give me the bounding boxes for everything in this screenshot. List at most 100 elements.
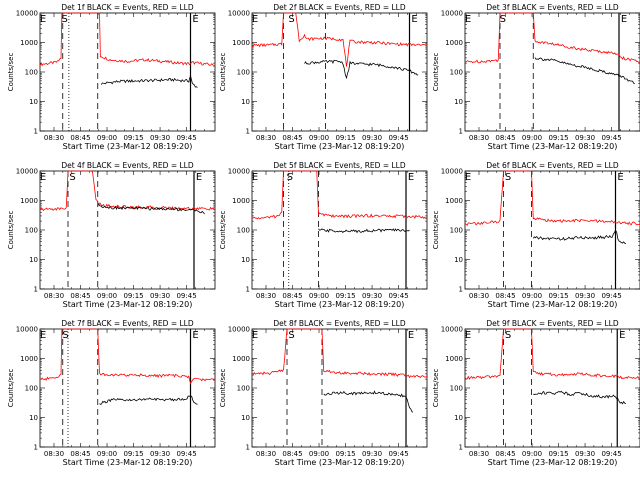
lld-series-line [464,170,640,227]
x-tick-label: 08:45 [282,292,302,300]
lld-series-line [39,170,216,212]
y-tick-label: 10 [29,98,38,106]
panel-title: Det 9f BLACK = Events, RED = LLD [486,319,619,328]
x-tick-label: 09:45 [388,134,408,142]
y-tick-label: 10000 [16,168,38,176]
x-axis-label: Start Time (23-Mar-12 08:19:20) [275,458,405,467]
lld-series-line [251,12,428,67]
y-tick-label: 10000 [228,10,250,18]
y-tick-label: 10000 [441,10,463,18]
panel-det-3: Det 3f BLACK = Events, RED = LLD 1 10 100 10… [432,3,640,151]
y-tick-label: 10000 [228,168,250,176]
x-tick-label: 09:15 [335,292,355,300]
x-tick-label: 09:15 [123,134,143,142]
end-marker-label: E [192,330,198,341]
x-tick-label: 09:45 [176,450,196,458]
panel-title: Det 4f BLACK = Events, RED = LLD [61,161,194,170]
y-tick-label: 1 [34,444,38,452]
events-series-line [100,74,198,88]
edge-marker-label: E [465,330,471,341]
y-tick-label: 100 [450,385,463,393]
y-tick-label: 100 [25,227,38,235]
x-tick-label: 08:30 [469,134,489,142]
panel-det-7: Det 7f BLACK = Events, RED = LLD 1 10 100 10… [7,319,216,467]
edge-marker-label: E [40,172,46,183]
x-tick-label: 09:00 [522,450,542,458]
lld-series-line [251,170,428,220]
y-tick-label: 1000 [232,197,250,205]
end-marker-label: E [196,172,202,183]
y-axis-label: Counts/sec [432,369,440,408]
start-marker-label: S [288,330,294,341]
y-tick-label: 1 [34,128,38,136]
y-axis-label: Counts/sec [219,369,227,408]
y-tick-label: 1000 [20,197,38,205]
panel-title: Det 6f BLACK = Events, RED = LLD [486,161,619,170]
x-tick-label: 09:00 [97,134,117,142]
x-tick-label: 09:45 [388,292,408,300]
x-tick-label: 09:30 [362,450,382,458]
lld-series-line [39,328,216,385]
x-tick-label: 08:45 [495,450,515,458]
y-tick-label: 1 [459,444,463,452]
plot-frame [464,328,640,448]
x-tick-label: 09:00 [309,292,329,300]
y-tick-label: 1000 [20,355,38,363]
x-tick-label: 08:30 [44,292,64,300]
x-tick-label: 09:15 [335,450,355,458]
y-tick-label: 10 [454,414,463,422]
y-tick-label: 100 [237,227,250,235]
events-series-line [533,390,627,405]
y-tick-label: 10 [454,256,463,264]
x-tick-label: 09:00 [522,292,542,300]
x-tick-label: 09:00 [309,134,329,142]
y-tick-label: 1000 [445,39,463,47]
start-marker-label: S [61,14,67,25]
panel-det-1: Det 1f BLACK = Events, RED = LLD 1 10 100 10… [7,3,216,151]
panel-det-8: Det 8f BLACK = Events, RED = LLD 1 10 100 10… [219,319,428,467]
y-tick-label: 100 [237,385,250,393]
x-tick-label: 08:45 [70,450,90,458]
events-series-line [304,59,419,80]
y-tick-label: 10 [29,414,38,422]
y-tick-label: 1 [34,286,38,294]
end-marker-label: E [408,172,414,183]
end-marker-label: E [192,14,198,25]
y-axis-label: Counts/sec [7,211,15,250]
x-tick-label: 09:15 [548,292,568,300]
x-tick-label: 09:45 [601,292,621,300]
start-marker-label: S [288,14,294,25]
x-tick-label: 09:45 [388,450,408,458]
x-tick-label: 08:30 [469,292,489,300]
plot-frame [39,170,216,290]
edge-marker-label: E [40,14,46,25]
x-tick-label: 09:45 [601,134,621,142]
y-tick-label: 10 [241,256,250,264]
events-series-line [323,390,414,413]
y-tick-label: 100 [25,69,38,77]
y-tick-label: 1000 [232,355,250,363]
panel-title: Det 3f BLACK = Events, RED = LLD [486,3,619,12]
x-tick-label: 08:45 [282,450,302,458]
y-axis-label: Counts/sec [432,53,440,92]
start-marker-label: S [62,330,68,341]
start-marker-label: S [505,172,511,183]
end-marker-label: E [411,14,417,25]
end-marker-label: E [619,330,625,341]
y-axis-label: Counts/sec [219,53,227,92]
x-tick-label: 09:00 [522,134,542,142]
x-tick-label: 09:30 [575,134,595,142]
x-tick-label: 09:00 [309,450,329,458]
events-series-line [534,57,635,85]
x-tick-label: 09:30 [575,292,595,300]
edge-marker-label: E [465,14,471,25]
x-tick-label: 09:45 [176,134,196,142]
events-series-line [99,395,198,405]
x-tick-label: 09:30 [150,134,170,142]
events-series-line [532,229,627,244]
y-axis-label: Counts/sec [7,369,15,408]
edge-marker-label: E [252,172,258,183]
x-axis-label: Start Time (23-Mar-12 08:19:20) [488,142,618,151]
y-tick-label: 10000 [16,326,38,334]
x-axis-label: Start Time (23-Mar-12 08:19:20) [488,458,618,467]
